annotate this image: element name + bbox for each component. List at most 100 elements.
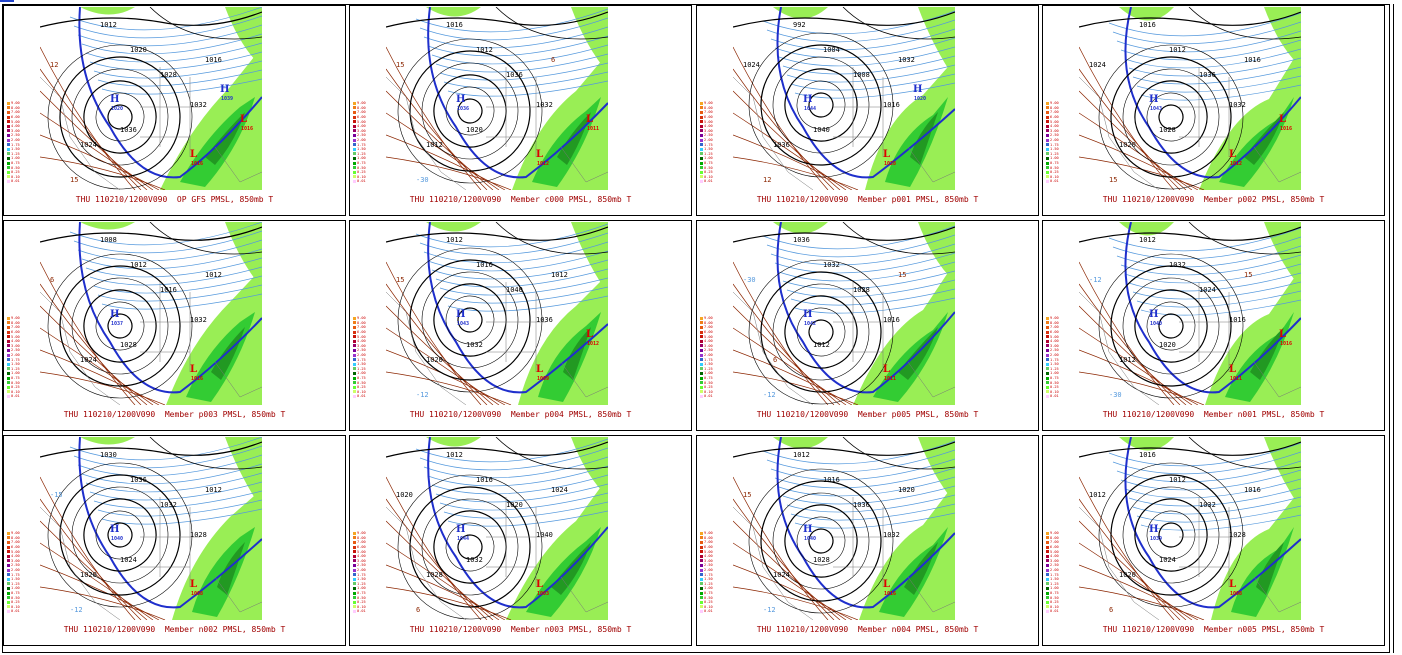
low-pressure-marker: L	[240, 114, 247, 125]
legend-value: 9.00	[357, 316, 366, 321]
isotherm	[427, 465, 608, 487]
isotherm	[794, 297, 955, 314]
isotherm	[386, 371, 512, 405]
legend-swatch: 1.50	[700, 577, 714, 582]
legend-swatch: 0.01	[7, 179, 21, 184]
legend-value: 0.50	[1050, 595, 1059, 600]
isotherm	[101, 78, 262, 95]
legend-swatch: 1.00	[700, 586, 714, 591]
isobar	[796, 516, 846, 566]
isotherm	[419, 447, 608, 471]
low-pressure-value: 1009	[537, 376, 549, 382]
freezing-isotherm	[1124, 222, 1301, 394]
legend-swatch: 5.00	[700, 549, 714, 554]
legend-value: 7.00	[1050, 325, 1059, 330]
isobar	[1158, 313, 1184, 339]
legend-swatch: 7.00	[1046, 110, 1060, 115]
isobar	[784, 68, 858, 142]
state-borders	[386, 67, 608, 190]
isotherm	[733, 156, 859, 190]
legend-swatch: 2.00	[353, 568, 367, 573]
legend-value: 1.00	[1050, 586, 1059, 591]
isobar	[1098, 44, 1244, 190]
isotherm	[762, 440, 955, 465]
legend-swatch: 0.10	[7, 605, 21, 610]
legend-swatch: 2.00	[700, 568, 714, 573]
legend-swatch: 1.75	[353, 572, 367, 577]
legend-swatch: 0.25	[353, 170, 367, 175]
contour-label: 15	[1109, 176, 1117, 184]
legend-value: 3.00	[357, 343, 366, 348]
precip-area	[426, 222, 481, 232]
isotherm	[85, 257, 262, 278]
state-borders	[386, 497, 608, 620]
high-pressure-marker: H	[1149, 524, 1158, 535]
isotherm	[762, 225, 955, 250]
isobar	[784, 504, 858, 578]
legend-value: 0.10	[11, 389, 20, 394]
pressure-temperature-map: 10121032102410161020101215-12-30H1040L10…	[1079, 222, 1301, 405]
contour-label: 1016	[1139, 21, 1156, 29]
legend-value: 0.10	[1050, 604, 1059, 609]
contour-label: 1036	[773, 141, 790, 149]
isotherm	[1140, 514, 1301, 531]
panel-caption: THU 110210/1200V090 Member n005 PMSL, 85…	[1102, 625, 1325, 634]
legend-swatch: 9.00	[700, 531, 714, 536]
isobar	[760, 480, 882, 602]
isotherm	[774, 467, 955, 489]
legend-swatch: 1.25	[700, 582, 714, 587]
legend-value: 5.00	[704, 334, 713, 339]
legend-value: 0.50	[357, 165, 366, 170]
low-pressure-marker: L	[1279, 114, 1286, 125]
precip-area	[918, 222, 955, 282]
legend-value: 0.10	[1050, 174, 1059, 179]
contour-label: 1032	[883, 531, 900, 539]
high-pressure-marker: H	[220, 84, 229, 95]
legend-swatch: 1.75	[7, 572, 21, 577]
high-pressure-value: 1042	[804, 321, 816, 327]
legend-swatch: 7.00	[7, 540, 21, 545]
legend-value: 9.00	[1050, 101, 1059, 106]
legend-swatch: 9.00	[700, 316, 714, 321]
isotherm	[1079, 156, 1205, 190]
legend-swatch: 3.00	[7, 344, 21, 349]
isobar	[772, 492, 870, 590]
legend-value: 0.75	[1050, 591, 1059, 596]
contour-label: 1012	[205, 486, 222, 494]
legend-value: 6.00	[357, 330, 366, 335]
top-edge-link[interactable]	[0, 0, 14, 2]
contour-label: 1028	[426, 571, 443, 579]
legend-swatch: 6.00	[353, 545, 367, 550]
legend-swatch: 0.25	[700, 170, 714, 175]
contour-label: 1036	[1199, 71, 1216, 79]
isotherm	[40, 283, 142, 405]
legend-swatch: 2.50	[353, 133, 367, 138]
legend-value: 2.50	[1050, 348, 1059, 353]
precip-legend: 9.00 8.00 7.00 6.00 5.00 4.00 3.00 2.50 2.00 1.75…	[1046, 101, 1060, 184]
legend-value: 0.50	[704, 165, 713, 170]
legend-value: 0.50	[704, 380, 713, 385]
isotherm	[1108, 227, 1301, 252]
isotherm	[733, 586, 859, 620]
legend-value: 3.00	[357, 558, 366, 563]
legend-swatch: 5.00	[7, 334, 21, 339]
isotherm	[1079, 327, 1193, 405]
legend-value: 8.00	[704, 105, 713, 110]
isobar	[149, 222, 262, 255]
low-pressure-value: 1012	[587, 341, 599, 347]
contour-label: 1016	[476, 261, 493, 269]
panel-caption: THU 110210/1200V090 Member n003 PMSL, 85…	[409, 625, 632, 634]
legend-value: 1.25	[1050, 366, 1059, 371]
contour-label: 1024	[80, 356, 97, 364]
isotherm	[733, 90, 841, 190]
isotherm	[1136, 75, 1301, 93]
contour-label: 1028	[120, 341, 137, 349]
state-borders	[1079, 282, 1301, 405]
legend-value: 1.00	[11, 586, 20, 591]
legend-swatch: 2.50	[7, 563, 21, 568]
legend-value: 8.00	[1050, 105, 1059, 110]
legend-value: 0.01	[357, 609, 366, 614]
legend-value: 2.00	[1050, 138, 1059, 143]
legend-swatch: 1.00	[353, 156, 367, 161]
